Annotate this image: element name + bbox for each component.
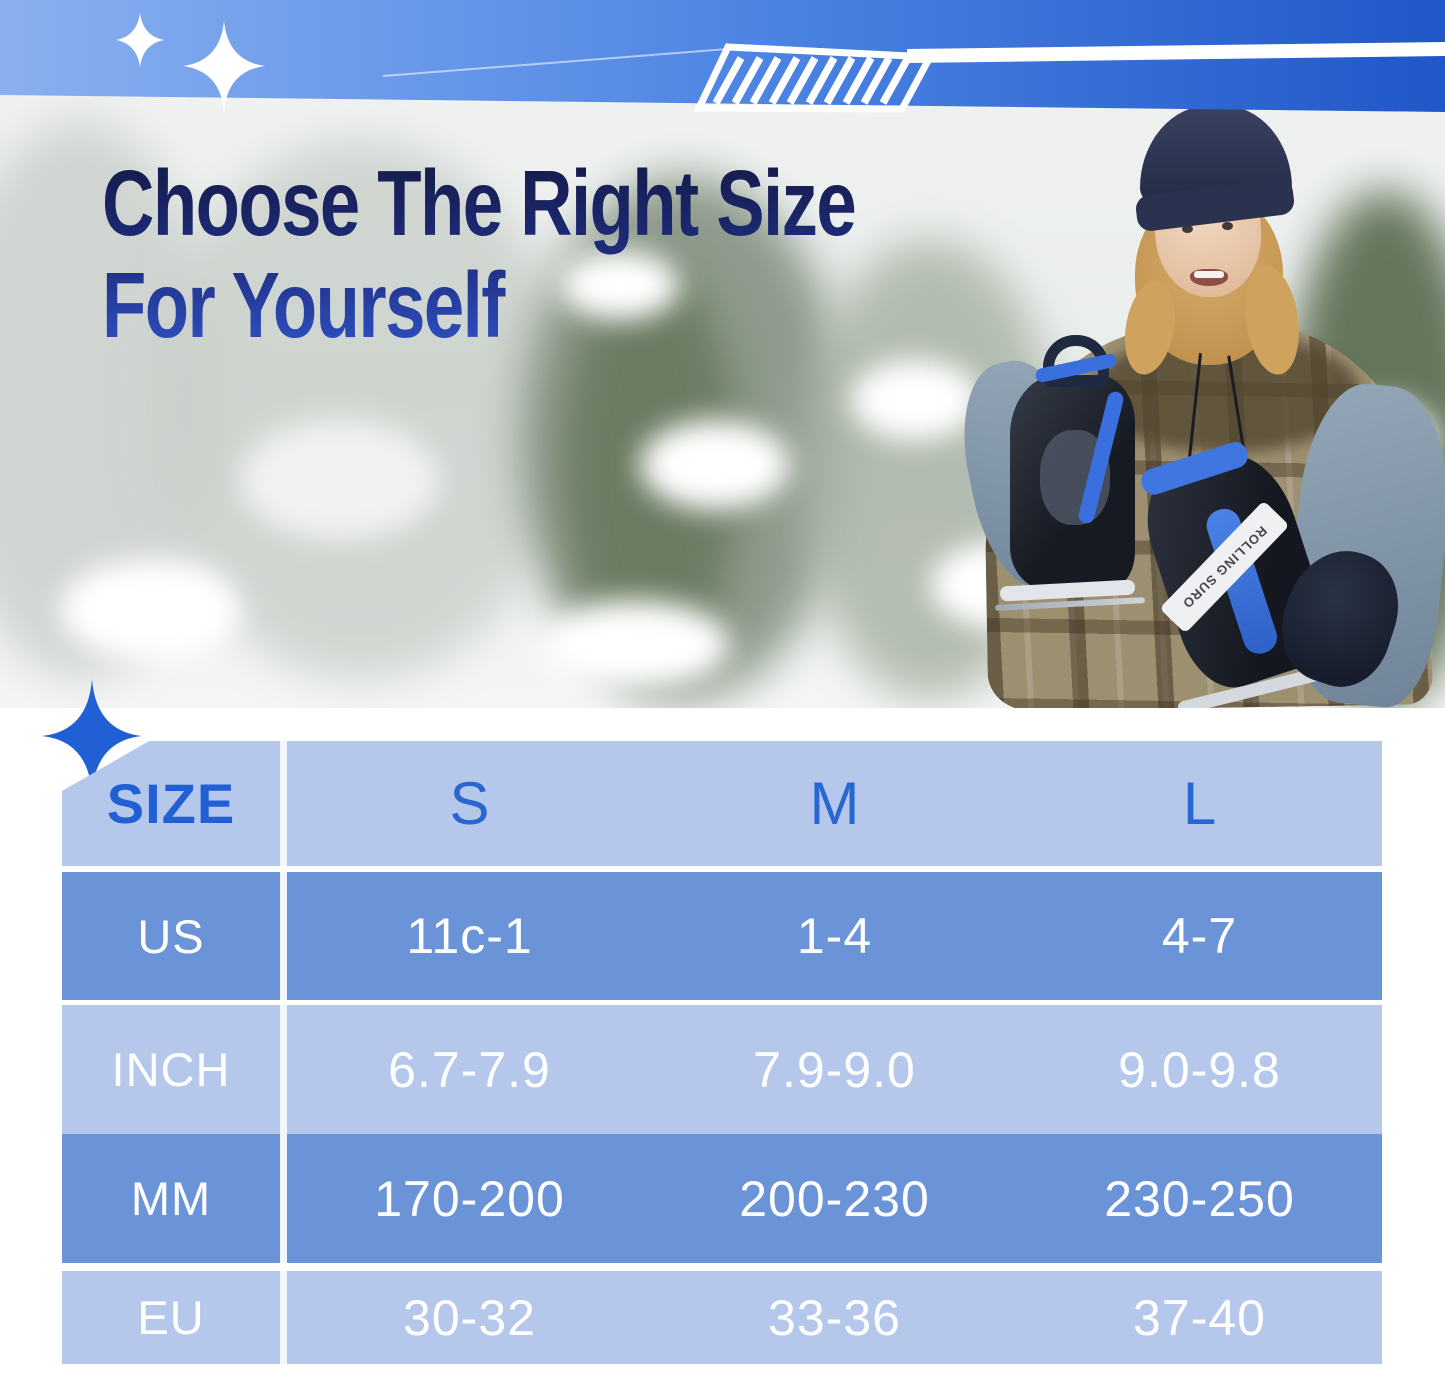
row-label-us: US <box>137 909 205 963</box>
size-chart-table: SIZE S M L US 11c-1 1-4 4-7 INCH 6.7-7.9… <box>42 679 1382 1364</box>
header-decor-band <box>0 0 1445 113</box>
snow-patch <box>850 360 980 440</box>
cell-eu-s: 30-32 <box>403 1289 536 1346</box>
snow-patch <box>540 600 730 690</box>
headline: Choose The Right Size For Yourself <box>102 152 882 357</box>
cell-eu-l: 37-40 <box>1133 1289 1266 1346</box>
cell-inch-l: 9.0-9.8 <box>1118 1041 1281 1098</box>
row-label-inch: INCH <box>111 1043 231 1096</box>
cell-mm-m: 200-230 <box>739 1170 930 1227</box>
boy-holding-skates: ROLLING SURO <box>947 105 1445 708</box>
row-label-eu: EU <box>137 1291 205 1344</box>
row-label-mm: MM <box>130 1172 212 1225</box>
table-row-mm: MM 170-200 200-230 230-250 <box>62 1134 1382 1263</box>
slash-stripes <box>712 56 912 105</box>
slash-parallelogram-outline <box>693 43 936 113</box>
winter-photo: ROLLING SURO <box>0 0 1445 708</box>
cell-inch-m: 7.9-9.0 <box>753 1041 916 1098</box>
hairline-decor <box>382 48 729 77</box>
snow-patch <box>640 420 790 510</box>
smiling-mouth <box>1190 269 1228 286</box>
corner-label: SIZE <box>106 772 236 835</box>
sparkle-icon <box>116 13 164 67</box>
ice-skate-hanging <box>994 335 1150 625</box>
column-header-s: S <box>449 770 490 837</box>
table-row-inch: INCH 6.7-7.9 7.9-9.0 9.0-9.8 <box>62 1005 1382 1134</box>
cell-eu-m: 33-36 <box>768 1289 901 1346</box>
column-divider <box>280 872 287 1000</box>
cell-inch-s: 6.7-7.9 <box>388 1041 551 1098</box>
white-stripe-decor <box>907 42 1445 63</box>
snow-patch <box>60 560 240 660</box>
column-divider <box>280 1134 287 1263</box>
cell-us-s: 11c-1 <box>406 908 533 964</box>
column-divider <box>280 741 287 866</box>
column-header-l: L <box>1182 770 1217 837</box>
cell-us-m: 1-4 <box>796 908 873 964</box>
eye-left <box>1182 225 1193 233</box>
cell-us-l: 4-7 <box>1161 908 1238 964</box>
snow-patch <box>560 250 680 320</box>
table-header-row: SIZE S M L <box>62 741 1382 866</box>
table-row-us: US 11c-1 1-4 4-7 <box>62 872 1382 1000</box>
cell-mm-s: 170-200 <box>374 1170 565 1227</box>
sparkle-icon <box>183 21 265 111</box>
headline-line-2: For Yourself <box>102 253 504 358</box>
eye-right <box>1222 222 1233 230</box>
cell-mm-l: 230-250 <box>1104 1170 1295 1227</box>
sparkle-icon <box>42 679 142 793</box>
column-divider <box>280 1271 287 1364</box>
snow-patch <box>240 420 440 540</box>
headline-line-1: Choose The Right Size <box>102 151 856 255</box>
column-header-m: M <box>809 770 860 837</box>
table-row-eu: EU 30-32 33-36 37-40 <box>62 1271 1382 1364</box>
column-divider <box>280 1005 287 1134</box>
